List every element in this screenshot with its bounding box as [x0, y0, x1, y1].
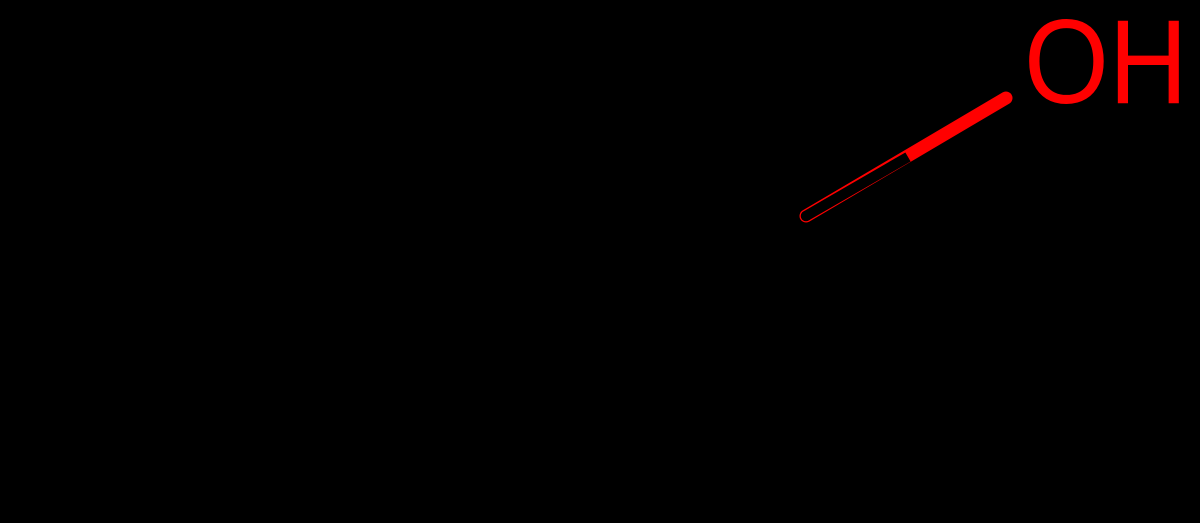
- bond-end-cap-overlay: [800, 210, 812, 222]
- hydroxyl-label: OH: [1024, 0, 1188, 129]
- carbon-bond-overlay: [803, 152, 911, 221]
